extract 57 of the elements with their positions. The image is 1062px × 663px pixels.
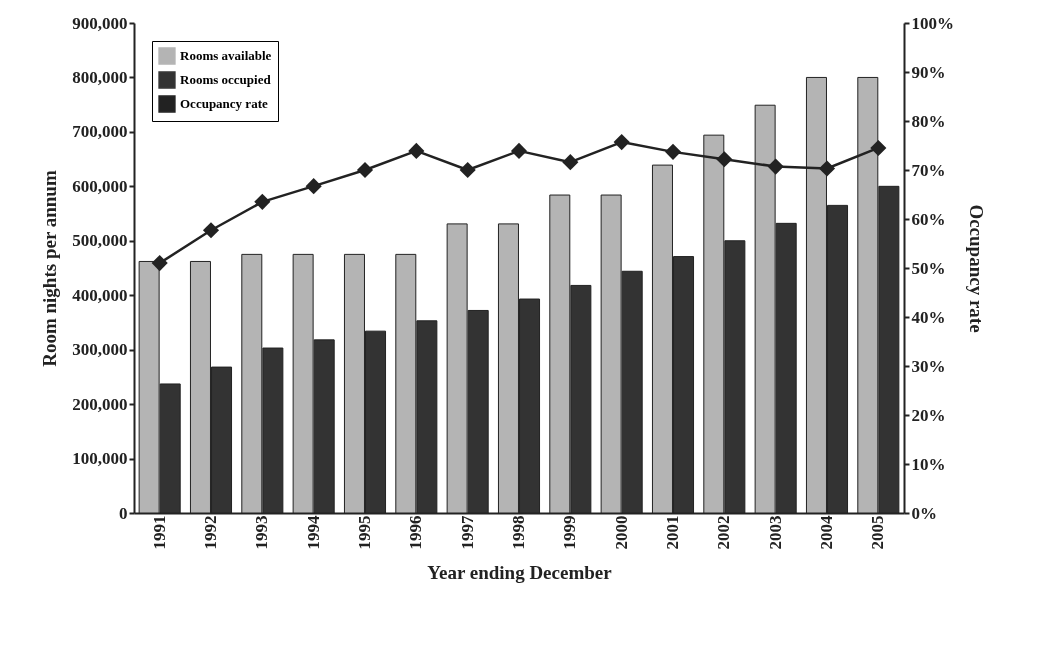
x-tick-label: 2004 [817,515,836,550]
x-tick-label: 2001 [663,515,682,550]
point [305,178,322,195]
x-tick-label: 1991 [149,515,169,550]
point [562,154,579,171]
y2-tick-label: 70% [911,160,946,180]
y2-tick-label: 0% [911,503,937,523]
point [151,255,168,272]
point [202,222,220,239]
y2-tick-label: 50% [911,258,946,278]
point [408,142,425,159]
y-tick-label: 900,000 [72,13,128,33]
point [613,134,630,151]
y-tick-label: 300,000 [72,340,128,360]
y2-tick-label: 40% [911,307,946,327]
point [664,143,682,160]
x-tick-label: 1998 [509,515,528,550]
x-tick-label: 2000 [611,515,631,550]
y2-tick-label: 80% [911,111,946,131]
y2-tick-label: 60% [911,209,946,229]
point [716,151,733,168]
y-tick-label: 500,000 [72,231,128,251]
y-tick-label: 600,000 [72,176,128,196]
x-tick-label: 1995 [355,515,374,550]
y-tick-label: 200,000 [72,394,128,414]
y2-tick-label: 100% [911,13,954,33]
point [870,139,887,157]
x-tick-label: 1992 [201,515,220,550]
point [767,158,784,175]
legend-label: Rooms available [180,48,272,63]
y-tick-label: 0 [119,503,128,523]
legend-label: Occupancy rate [180,96,268,111]
x-tick-label: 2003 [765,515,785,550]
y-tick-label: 800,000 [72,67,128,87]
x-tick-label: 1999 [560,515,580,550]
point [818,160,836,177]
x-tick-label: 2002 [714,515,734,550]
y2-tick-label: 10% [911,454,946,474]
y-tick-label: 700,000 [72,122,128,142]
y2-tick-label: 30% [911,356,946,376]
y2-tick-label: 90% [911,62,946,82]
y2-tick-label: 20% [911,405,946,425]
y-tick-label: 100,000 [72,449,128,469]
x-axis-title: Year ending December [427,561,613,583]
x-tick-label: 1994 [303,515,323,550]
x-tick-label: 1997 [457,515,477,550]
point [510,142,528,159]
legend-label: Rooms occupied [180,72,272,87]
y-tick-label: 400,000 [72,285,128,305]
point [254,193,271,210]
point [356,161,374,179]
x-tick-label: 1993 [252,515,272,550]
y-axis-title: Room nights per annum [39,170,61,367]
x-tick-label: 1996 [406,515,426,550]
y2-axis-title: Occupancy rate [966,204,987,333]
x-tick-label: 2005 [868,515,888,550]
point [459,161,476,179]
